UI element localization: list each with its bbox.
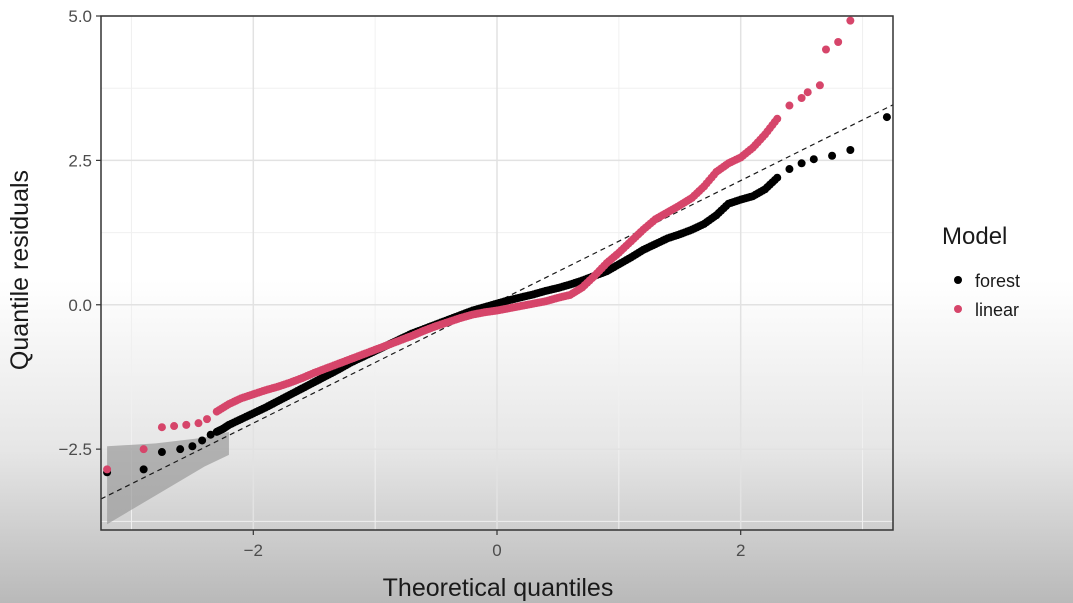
- axes: −2 0 2 −2.5 0.0 2.5 5.0: [58, 7, 745, 560]
- y-tick-label: 5.0: [68, 7, 92, 26]
- linear-point: [815, 81, 824, 90]
- linear-point: [170, 422, 179, 431]
- data-points: [103, 16, 891, 477]
- linear-point: [785, 101, 794, 110]
- linear-point: [846, 16, 855, 25]
- linear-point: [203, 415, 212, 424]
- forest-point: [176, 445, 185, 454]
- linear-point: [194, 419, 203, 428]
- forest-point: [206, 430, 215, 439]
- linear-point: [103, 465, 112, 474]
- legend: Model forest linear: [942, 223, 1020, 320]
- y-tick-label: −2.5: [58, 440, 92, 459]
- legend-key-forest: [954, 276, 962, 284]
- forest-point: [198, 436, 207, 445]
- linear-point: [797, 94, 806, 103]
- x-axis-title: Theoretical quantiles: [383, 574, 614, 602]
- forest-point: [828, 151, 837, 160]
- series-linear: [103, 16, 855, 474]
- forest-point: [139, 465, 148, 474]
- x-tick-label: 0: [492, 541, 501, 560]
- linear-point: [834, 37, 843, 46]
- linear-point: [773, 114, 782, 123]
- linear-point: [803, 88, 812, 97]
- forest-point: [882, 113, 891, 122]
- forest-point: [809, 155, 818, 164]
- y-tick-label: 0.0: [68, 296, 92, 315]
- legend-key-linear: [954, 305, 962, 313]
- linear-point: [821, 45, 830, 54]
- forest-point: [797, 159, 806, 168]
- legend-label-linear: linear: [975, 300, 1019, 320]
- y-axis-title: Quantile residuals: [6, 170, 34, 370]
- confidence-band-area: [107, 431, 229, 525]
- linear-point: [139, 445, 148, 454]
- legend-entries: forest linear: [954, 271, 1020, 320]
- y-tick-label: 2.5: [68, 151, 92, 170]
- forest-point: [157, 448, 166, 457]
- x-tick-label: −2: [244, 541, 263, 560]
- forest-point: [773, 173, 782, 182]
- linear-point: [182, 420, 191, 429]
- linear-point: [157, 423, 166, 432]
- forest-point: [785, 165, 794, 174]
- confidence-band: [107, 431, 229, 525]
- legend-title: Model: [942, 223, 1007, 250]
- forest-point: [188, 442, 197, 451]
- forest-point: [846, 145, 855, 154]
- x-tick-label: 2: [736, 541, 745, 560]
- legend-label-forest: forest: [975, 271, 1020, 291]
